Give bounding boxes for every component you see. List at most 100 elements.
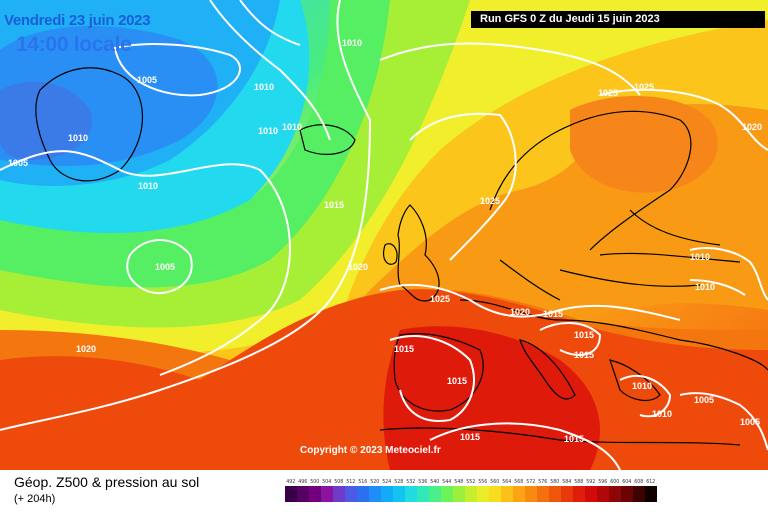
legend-item: 524 [381,478,393,502]
legend-swatch [429,486,441,502]
legend-value: 504 [322,479,332,485]
legend-item: 576 [537,478,549,502]
legend-value: 544 [442,479,452,485]
legend-item: 492 [285,478,297,502]
legend-swatch [513,486,525,502]
pressure-label: 1010 [690,252,710,262]
legend-item: 552 [465,478,477,502]
legend-value: 536 [418,479,428,485]
pressure-label: 1005 [8,158,28,168]
pressure-label: 1010 [258,126,278,136]
legend-swatch [633,486,645,502]
legend-swatch [309,486,321,502]
pressure-label: 1025 [598,88,618,98]
legend-swatch [501,486,513,502]
legend-item: 556 [477,478,489,502]
legend-item: 500 [309,478,321,502]
parameter-title: Géop. Z500 & pression au sol [14,474,200,490]
legend-swatch [297,486,309,502]
legend-value: 592 [586,479,596,485]
legend-value: 492 [286,479,296,485]
legend-item: 560 [489,478,501,502]
legend-item: 520 [369,478,381,502]
legend-swatch [489,486,501,502]
model-run-label: Run GFS 0 Z du Jeudi 15 juin 2023 [471,11,765,28]
legend-value: 556 [478,479,488,485]
legend-value: 524 [382,479,392,485]
pressure-label: 1025 [634,82,654,92]
legend-swatch [585,486,597,502]
pressure-label: 1015 [543,309,563,319]
legend-value: 500 [310,479,320,485]
pressure-label: 1020 [76,344,96,354]
legend-item: 512 [345,478,357,502]
pressure-label: 1005 [137,75,157,85]
legend-value: 496 [298,479,308,485]
legend-value: 552 [466,479,476,485]
legend-value: 576 [538,479,548,485]
legend-item: 584 [561,478,573,502]
legend-value: 560 [490,479,500,485]
legend-item: 496 [297,478,309,502]
pressure-label: 1005 [155,262,175,272]
legend-swatch [561,486,573,502]
legend-swatch [465,486,477,502]
legend-value: 532 [406,479,416,485]
pressure-label: 1015 [394,344,414,354]
legend-value: 508 [334,479,344,485]
legend-item: 528 [393,478,405,502]
z500-zone-green [0,0,390,288]
legend-item: 564 [501,478,513,502]
legend-item: 504 [321,478,333,502]
legend-value: 580 [550,479,560,485]
legend-swatch [609,486,621,502]
weather-map: 1005 1010 1005 1005 1010 1010 1010 1010 … [0,0,768,470]
legend-swatch [357,486,369,502]
legend-item: 540 [429,478,441,502]
legend-swatch [345,486,357,502]
legend-swatch [549,486,561,502]
pressure-label: 1015 [574,330,594,340]
forecast-date: Vendredi 23 juin 2023 [4,12,151,29]
pressure-labels: 1005 1010 1005 1005 1010 1010 1010 1010 … [8,38,762,444]
footer-bar: Géop. Z500 & pression au sol (+ 204h) 49… [0,470,768,512]
legend-item: 580 [549,478,561,502]
copyright-text: Copyright © 2023 Meteociel.fr [300,445,441,456]
legend-swatch [525,486,537,502]
legend-value: 588 [574,479,584,485]
legend-item: 612 [645,478,657,502]
legend-swatch [381,486,393,502]
legend-item: 544 [441,478,453,502]
legend-item: 568 [513,478,525,502]
pressure-label: 1010 [138,181,158,191]
legend-swatch [573,486,585,502]
pressure-label: 1010 [695,282,715,292]
legend-item: 588 [573,478,585,502]
legend-value: 608 [634,479,644,485]
pressure-label: 1010 [282,122,302,132]
legend-swatch [597,486,609,502]
isobars [0,0,768,470]
pressure-label: 1015 [324,200,344,210]
legend-swatch [393,486,405,502]
lead-time: (+ 204h) [14,493,56,505]
legend-swatch [369,486,381,502]
legend-value: 596 [598,479,608,485]
pressure-label: 1010 [342,38,362,48]
legend-value: 548 [454,479,464,485]
legend-item: 508 [333,478,345,502]
legend-value: 512 [346,479,356,485]
legend-swatch [333,486,345,502]
legend-swatch [621,486,633,502]
legend-value: 528 [394,479,404,485]
pressure-label: 1015 [574,350,594,360]
legend-swatch [441,486,453,502]
legend-value: 612 [646,479,656,485]
legend-item: 608 [633,478,645,502]
pressure-label: 1015 [447,376,467,386]
legend-item: 600 [609,478,621,502]
legend-item: 572 [525,478,537,502]
legend-swatch [537,486,549,502]
forecast-time: 14:00 locale [16,33,132,56]
